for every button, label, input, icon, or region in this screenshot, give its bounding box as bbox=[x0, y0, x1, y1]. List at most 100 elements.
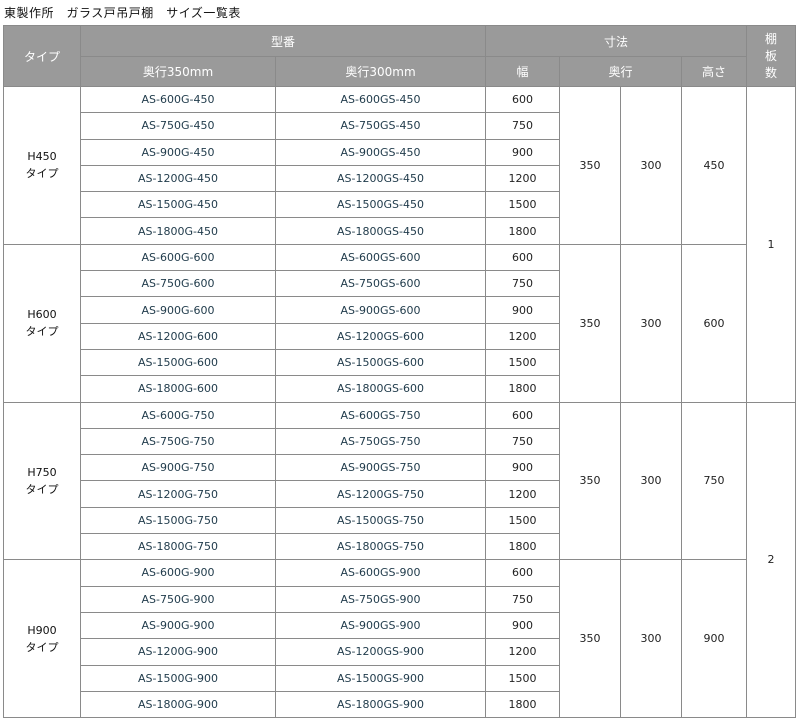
table-row: AS-750G-900 AS-750GS-900 750 bbox=[4, 585, 796, 613]
table-row: AS-750G-600 AS-750GS-600 750 bbox=[4, 270, 796, 298]
width-cell: 1500 bbox=[485, 664, 561, 692]
model-300-cell: AS-1800GS-750 bbox=[274, 533, 487, 561]
model-300-cell: AS-900GS-900 bbox=[274, 611, 487, 640]
model-350-cell: AS-1200G-750 bbox=[80, 480, 276, 508]
model-300-cell: AS-750GS-900 bbox=[274, 585, 487, 613]
height-cell: 900 bbox=[681, 559, 748, 719]
model-350-cell: AS-900G-900 bbox=[80, 611, 276, 640]
table-row: AS-1200G-900 AS-1200GS-900 1200 bbox=[4, 638, 796, 666]
table-row: AS-1500G-600 AS-1500GS-600 1500 bbox=[4, 348, 796, 377]
type-cell: H600 タイプ bbox=[3, 243, 81, 403]
table-row: AS-1200G-450 AS-1200GS-450 1200 bbox=[4, 164, 796, 193]
model-300-cell: AS-750GS-750 bbox=[274, 427, 487, 456]
page-title: 東製作所 ガラス戸吊戸棚 サイズ一覧表 bbox=[4, 6, 241, 20]
model-300-cell: AS-600GS-600 bbox=[274, 243, 487, 272]
model-300-cell: AS-1200GS-450 bbox=[274, 164, 487, 193]
shelf-count-cell: 1 bbox=[746, 86, 797, 403]
model-350-cell: AS-1800G-600 bbox=[80, 375, 276, 403]
width-cell: 750 bbox=[485, 585, 561, 613]
width-cell: 1200 bbox=[485, 322, 561, 350]
width-cell: 750 bbox=[485, 112, 561, 140]
model-300-cell: AS-1800GS-900 bbox=[274, 690, 487, 719]
model-300-cell: AS-1500GS-750 bbox=[274, 506, 487, 535]
type-cell: H900 タイプ bbox=[3, 559, 81, 719]
width-cell: 1200 bbox=[485, 480, 561, 508]
shelf-count-cell: 2 bbox=[746, 401, 797, 719]
model-350-cell: AS-1200G-900 bbox=[80, 638, 276, 666]
width-cell: 1500 bbox=[485, 348, 561, 377]
model-300-cell: AS-750GS-600 bbox=[274, 270, 487, 298]
width-cell: 1200 bbox=[485, 638, 561, 666]
table-row: AS-1500G-750 AS-1500GS-750 1500 bbox=[4, 506, 796, 535]
model-300-cell: AS-1200GS-750 bbox=[274, 480, 487, 508]
depth-300-cell: 300 bbox=[620, 243, 683, 403]
model-350-cell: AS-600G-600 bbox=[80, 243, 276, 272]
model-300-cell: AS-1800GS-450 bbox=[274, 217, 487, 245]
model-350-cell: AS-900G-750 bbox=[80, 454, 276, 482]
depth-350-cell: 350 bbox=[559, 559, 622, 719]
model-350-cell: AS-1500G-600 bbox=[80, 348, 276, 377]
model-300-cell: AS-1200GS-900 bbox=[274, 638, 487, 666]
model-300-cell: AS-900GS-450 bbox=[274, 138, 487, 166]
width-cell: 600 bbox=[485, 85, 561, 114]
table-row: AS-1800G-900 AS-1800GS-900 1800 bbox=[4, 690, 796, 719]
model-300-cell: AS-1500GS-450 bbox=[274, 191, 487, 219]
depth-350-cell: 350 bbox=[559, 86, 622, 245]
header-dimensions: 寸法 bbox=[485, 25, 748, 57]
header-model-300: 奥行300mm bbox=[274, 56, 487, 87]
width-cell: 600 bbox=[485, 243, 561, 272]
model-350-cell: AS-1800G-750 bbox=[80, 533, 276, 561]
model-300-cell: AS-600GS-750 bbox=[274, 401, 487, 429]
depth-350-cell: 350 bbox=[559, 243, 622, 403]
table-row: AS-1200G-600 AS-1200GS-600 1200 bbox=[4, 322, 796, 350]
table-row: AS-1500G-450 AS-1500GS-450 1500 bbox=[4, 191, 796, 219]
table-row: AS-1800G-750 AS-1800GS-750 1800 bbox=[4, 533, 796, 561]
type-cell: H750 タイプ bbox=[3, 401, 81, 561]
width-cell: 600 bbox=[485, 559, 561, 587]
table-row: H600 タイプ AS-600G-600 AS-600GS-600 600 350 300 6… bbox=[3, 243, 796, 403]
model-350-cell: AS-900G-450 bbox=[80, 138, 276, 166]
width-cell: 900 bbox=[485, 296, 561, 324]
width-cell: 1800 bbox=[485, 690, 561, 719]
model-350-cell: AS-1800G-450 bbox=[80, 217, 276, 245]
model-350-cell: AS-750G-900 bbox=[80, 585, 276, 613]
table-row: AS-1800G-450 AS-1800GS-450 1800 bbox=[4, 217, 796, 245]
width-cell: 1200 bbox=[485, 164, 561, 193]
model-300-cell: AS-600GS-450 bbox=[274, 85, 487, 114]
size-table: タイプ 型番 寸法 棚板数 奥行350mm 奥行300mm 幅 奥行 高さ H4… bbox=[3, 25, 797, 719]
table-row: AS-900G-450 AS-900GS-450 900 bbox=[4, 138, 796, 166]
width-cell: 1500 bbox=[485, 191, 561, 219]
width-cell: 900 bbox=[485, 138, 561, 166]
width-cell: 900 bbox=[485, 454, 561, 482]
header-shelves-label: 棚板数 bbox=[765, 31, 778, 80]
model-350-cell: AS-1500G-750 bbox=[80, 506, 276, 535]
model-350-cell: AS-1500G-450 bbox=[80, 191, 276, 219]
model-300-cell: AS-900GS-600 bbox=[274, 296, 487, 324]
type-cell: H450 タイプ bbox=[3, 86, 81, 245]
width-cell: 1800 bbox=[485, 375, 561, 403]
header-type: タイプ bbox=[3, 25, 81, 87]
width-cell: 750 bbox=[485, 270, 561, 298]
width-cell: 750 bbox=[485, 427, 561, 456]
model-350-cell: AS-900G-600 bbox=[80, 296, 276, 324]
header-depth: 奥行 bbox=[559, 56, 683, 87]
table-row: H450 タイプ AS-600G-450 AS-600GS-450 600 350 300 4… bbox=[3, 85, 797, 403]
model-350-cell: AS-600G-450 bbox=[80, 85, 276, 114]
table-row: AS-900G-600 AS-900GS-600 900 bbox=[4, 296, 796, 324]
width-cell: 1500 bbox=[485, 506, 561, 535]
model-350-cell: AS-600G-900 bbox=[80, 559, 276, 587]
depth-300-cell: 300 bbox=[620, 401, 683, 561]
model-300-cell: AS-600GS-900 bbox=[274, 559, 487, 587]
model-350-cell: AS-1500G-900 bbox=[80, 664, 276, 692]
model-300-cell: AS-1800GS-600 bbox=[274, 375, 487, 403]
table-row: H900 タイプ AS-600G-900 AS-600GS-900 600 350 300 9… bbox=[3, 559, 796, 719]
table-row: AS-1800G-600 AS-1800GS-600 1800 bbox=[4, 375, 796, 403]
model-350-cell: AS-750G-600 bbox=[80, 270, 276, 298]
model-300-cell: AS-1500GS-600 bbox=[274, 348, 487, 377]
model-350-cell: AS-600G-750 bbox=[80, 401, 276, 429]
table-row: AS-750G-750 AS-750GS-750 750 bbox=[4, 427, 796, 456]
header-width: 幅 bbox=[485, 56, 561, 87]
table-row: AS-1500G-900 AS-1500GS-900 1500 bbox=[4, 664, 796, 692]
model-350-cell: AS-750G-450 bbox=[80, 112, 276, 140]
model-300-cell: AS-900GS-750 bbox=[274, 454, 487, 482]
